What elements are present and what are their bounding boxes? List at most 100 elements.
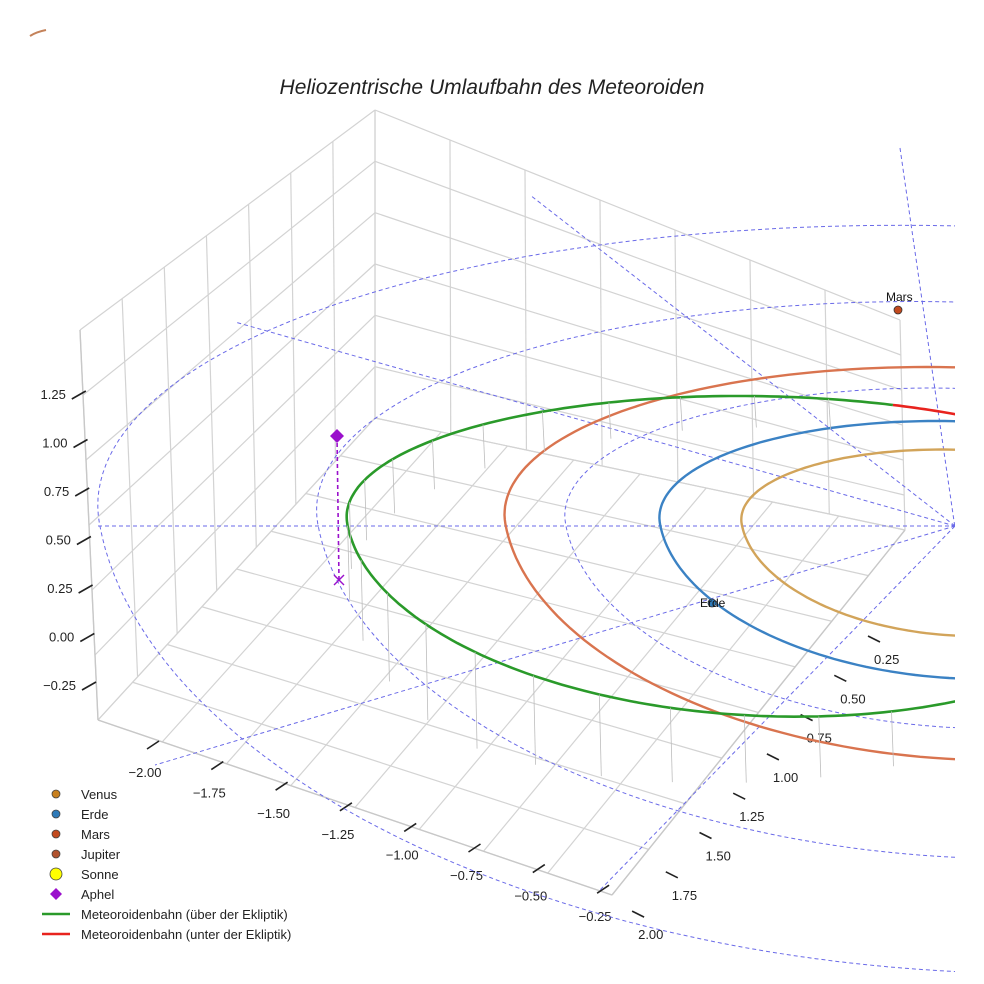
x-tick-label: −1.75 (193, 786, 226, 801)
z-tick-label: 0.00 (49, 630, 74, 645)
x-tick-mark (596, 884, 610, 894)
legend-item: Meteoroidenbahn (über der Ekliptik) (42, 907, 288, 922)
reference-circle (97, 224, 955, 973)
x-tick-mark (146, 740, 160, 750)
x-tick-label: −2.00 (129, 765, 162, 780)
grid-line (91, 314, 376, 591)
legend-label: Venus (81, 787, 118, 802)
orbit-erde (658, 419, 955, 680)
y-tick-mark (665, 871, 679, 879)
x-tick-mark (339, 802, 353, 812)
x-tick-mark (403, 822, 417, 833)
x-tick-mark (275, 781, 289, 791)
drop-line (743, 715, 747, 783)
legend-item: Jupiter (51, 847, 121, 862)
z-tick-label: −0.25 (43, 678, 76, 693)
grid-line (85, 212, 376, 461)
grid-line (94, 366, 376, 656)
drop-line (818, 716, 822, 778)
x-tick-label: −0.25 (579, 909, 612, 924)
reference-circle (316, 300, 955, 858)
drop-lines (347, 396, 894, 783)
grid-line (374, 417, 906, 531)
reference-line (529, 194, 955, 527)
meteoroid-orbit-above (345, 394, 955, 719)
orbit-mars (503, 365, 955, 761)
axis-edge (79, 329, 99, 721)
z-tick-mark (71, 390, 87, 400)
aphel-marker (330, 429, 344, 443)
legend-label: Meteoroidenbahn (über der Ekliptik) (81, 907, 288, 922)
x-tick-label: −1.50 (257, 806, 290, 821)
legend-label: Aphel (81, 887, 114, 902)
reference-line (154, 525, 955, 766)
legend: Venus Erde Mars Jupiter Sonne Aphel Meteoroide… (42, 787, 291, 942)
grid-line (79, 109, 376, 331)
z-tick-mark (81, 681, 97, 691)
x-tick-mark (468, 843, 481, 853)
y-tick-label: 2.00 (638, 927, 663, 942)
drop-line (482, 424, 486, 469)
legend-item: Venus (51, 787, 118, 802)
z-tick-label: 1.25 (41, 387, 66, 402)
y-tick-mark (867, 635, 881, 643)
y-tick-label: 1.75 (672, 888, 697, 903)
y-tick-mark (833, 674, 847, 683)
jupiter-orbit-fragment (29, 29, 47, 37)
y-tick-label: 1.50 (706, 849, 731, 864)
reference-line (899, 147, 955, 529)
z-tick-label: 0.50 (46, 533, 71, 548)
legend-item: Meteoroidenbahn (unter der Ekliptik) (42, 927, 291, 942)
z-tick-label: 0.75 (44, 484, 69, 499)
grid-line (483, 501, 773, 852)
legend-label: Jupiter (81, 847, 121, 862)
y-tick-mark (732, 792, 746, 800)
drop-line (598, 694, 602, 777)
x-tick-label: −1.00 (386, 847, 419, 862)
drop-line (474, 652, 478, 749)
z-tick-mark (78, 584, 94, 594)
orbit-venus (740, 448, 955, 637)
grid-line (340, 455, 869, 577)
z-tick-mark (74, 487, 90, 497)
drop-line (891, 711, 894, 767)
grid-line (305, 492, 832, 622)
x-tick-mark (532, 863, 546, 874)
reference-line (599, 525, 955, 891)
drop-line (533, 675, 536, 765)
orbit-scene: Erde Mars (97, 147, 955, 973)
legend-label: Sonne (81, 867, 119, 882)
grid-line (88, 263, 376, 526)
aphel-foot-marker (333, 574, 345, 586)
grid-line (82, 160, 376, 396)
planet-mars (893, 305, 903, 315)
drop-line (669, 707, 673, 783)
drop-line (608, 402, 612, 439)
z-tick-mark (73, 438, 88, 449)
reference-line (234, 321, 955, 527)
drop-line (542, 411, 545, 452)
grid-line (374, 160, 902, 356)
y-tick-label: 1.00 (773, 770, 798, 785)
grid-line (547, 515, 840, 874)
drop-line (425, 624, 429, 721)
y-tick-label: 1.25 (739, 809, 764, 824)
grid-line (374, 109, 901, 321)
z-tick-label: 1.00 (42, 436, 67, 451)
grid-line (374, 366, 905, 496)
axis-edge (97, 719, 613, 896)
y-tick-mark (631, 910, 645, 918)
aphel-drop-line (336, 435, 340, 581)
y-tick-label: 0.25 (874, 652, 899, 667)
legend-label: Erde (81, 807, 108, 822)
x-tick-label: −0.75 (450, 868, 483, 883)
drop-line (347, 525, 350, 600)
drop-line (679, 397, 683, 431)
legend-item: Mars (51, 827, 110, 842)
drop-line (364, 479, 368, 541)
axis-ticks: −0.25 0.00 0.25 0.50 0.75 1.00 1.25 −2.00 −1.75 −… (41, 387, 900, 942)
legend-item: Aphel (50, 887, 114, 902)
grid-line (374, 212, 902, 391)
drop-line (828, 398, 832, 430)
